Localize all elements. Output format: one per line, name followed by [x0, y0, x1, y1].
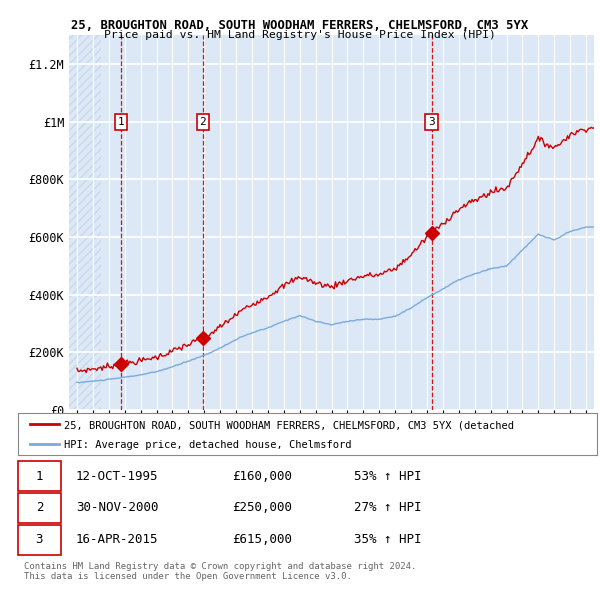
Text: 1: 1: [118, 117, 125, 127]
Text: £160,000: £160,000: [232, 470, 292, 483]
Text: Contains HM Land Registry data © Crown copyright and database right 2024.: Contains HM Land Registry data © Crown c…: [24, 562, 416, 571]
FancyBboxPatch shape: [18, 461, 61, 491]
FancyBboxPatch shape: [18, 525, 61, 555]
Text: 16-APR-2015: 16-APR-2015: [76, 533, 158, 546]
Text: 27% ↑ HPI: 27% ↑ HPI: [354, 502, 421, 514]
Text: 53% ↑ HPI: 53% ↑ HPI: [354, 470, 421, 483]
Text: This data is licensed under the Open Government Licence v3.0.: This data is licensed under the Open Gov…: [24, 572, 352, 581]
Text: 30-NOV-2000: 30-NOV-2000: [76, 502, 158, 514]
Text: 2: 2: [35, 502, 43, 514]
Text: 3: 3: [428, 117, 435, 127]
Text: Price paid vs. HM Land Registry's House Price Index (HPI): Price paid vs. HM Land Registry's House …: [104, 30, 496, 40]
Text: 1: 1: [35, 470, 43, 483]
Text: 25, BROUGHTON ROAD, SOUTH WOODHAM FERRERS, CHELMSFORD, CM3 5YX (detached: 25, BROUGHTON ROAD, SOUTH WOODHAM FERRER…: [64, 420, 514, 430]
FancyBboxPatch shape: [18, 493, 61, 523]
Text: HPI: Average price, detached house, Chelmsford: HPI: Average price, detached house, Chel…: [64, 440, 352, 450]
Text: £615,000: £615,000: [232, 533, 292, 546]
Text: 2: 2: [200, 117, 206, 127]
Text: 12-OCT-1995: 12-OCT-1995: [76, 470, 158, 483]
Text: 3: 3: [35, 533, 43, 546]
Bar: [69, 35, 101, 410]
Text: 25, BROUGHTON ROAD, SOUTH WOODHAM FERRERS, CHELMSFORD, CM3 5YX: 25, BROUGHTON ROAD, SOUTH WOODHAM FERRER…: [71, 19, 529, 32]
Text: 35% ↑ HPI: 35% ↑ HPI: [354, 533, 421, 546]
Text: £250,000: £250,000: [232, 502, 292, 514]
